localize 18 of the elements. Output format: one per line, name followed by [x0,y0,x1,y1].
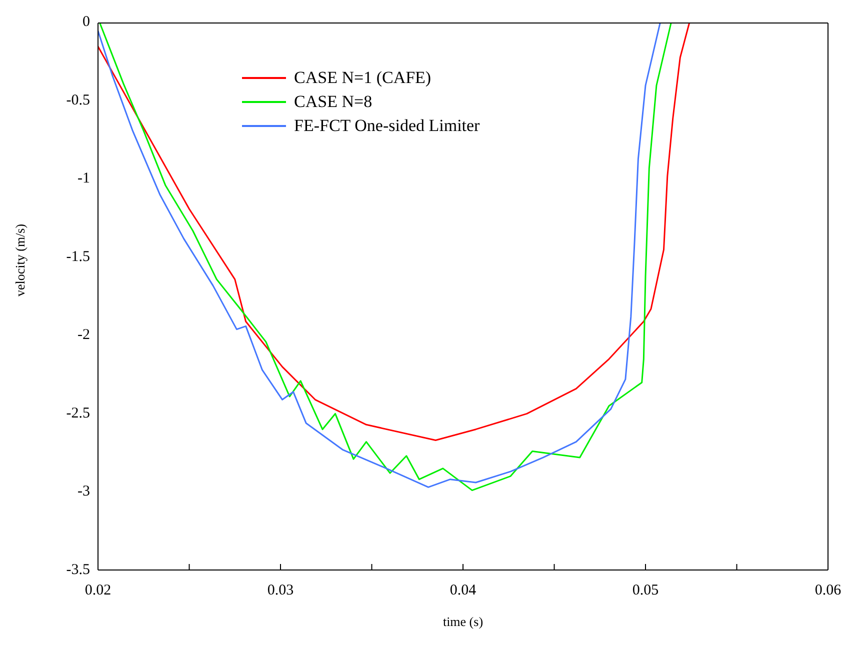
x-tick-label: 0.03 [267,582,294,599]
y-tick-label: -1.5 [66,248,90,265]
y-tick-label: -1 [78,170,90,187]
y-tick-label: -3 [78,484,90,500]
legend-label: CASE N=1 (CAFE) [294,68,432,88]
x-tick-label: 0.05 [632,582,659,599]
x-tick-label: 0.04 [450,582,477,599]
y-tick-label: -2.5 [66,405,90,422]
x-axis-title: time (s) [442,614,484,629]
y-tick-label: -0.5 [66,92,90,108]
y-tick-label: 0 [82,14,90,30]
legend-label: FE-FCT One-sided Limiter [294,116,480,136]
y-tick-label: -2 [78,327,90,344]
legend-label: CASE N=8 [294,92,372,112]
y-tick-label: -3.5 [66,562,90,578]
y-axis-title: velocity (m/s) [12,224,28,296]
x-tick-label: 0.06 [814,582,842,599]
x-tick-label: 0.02 [84,582,112,599]
